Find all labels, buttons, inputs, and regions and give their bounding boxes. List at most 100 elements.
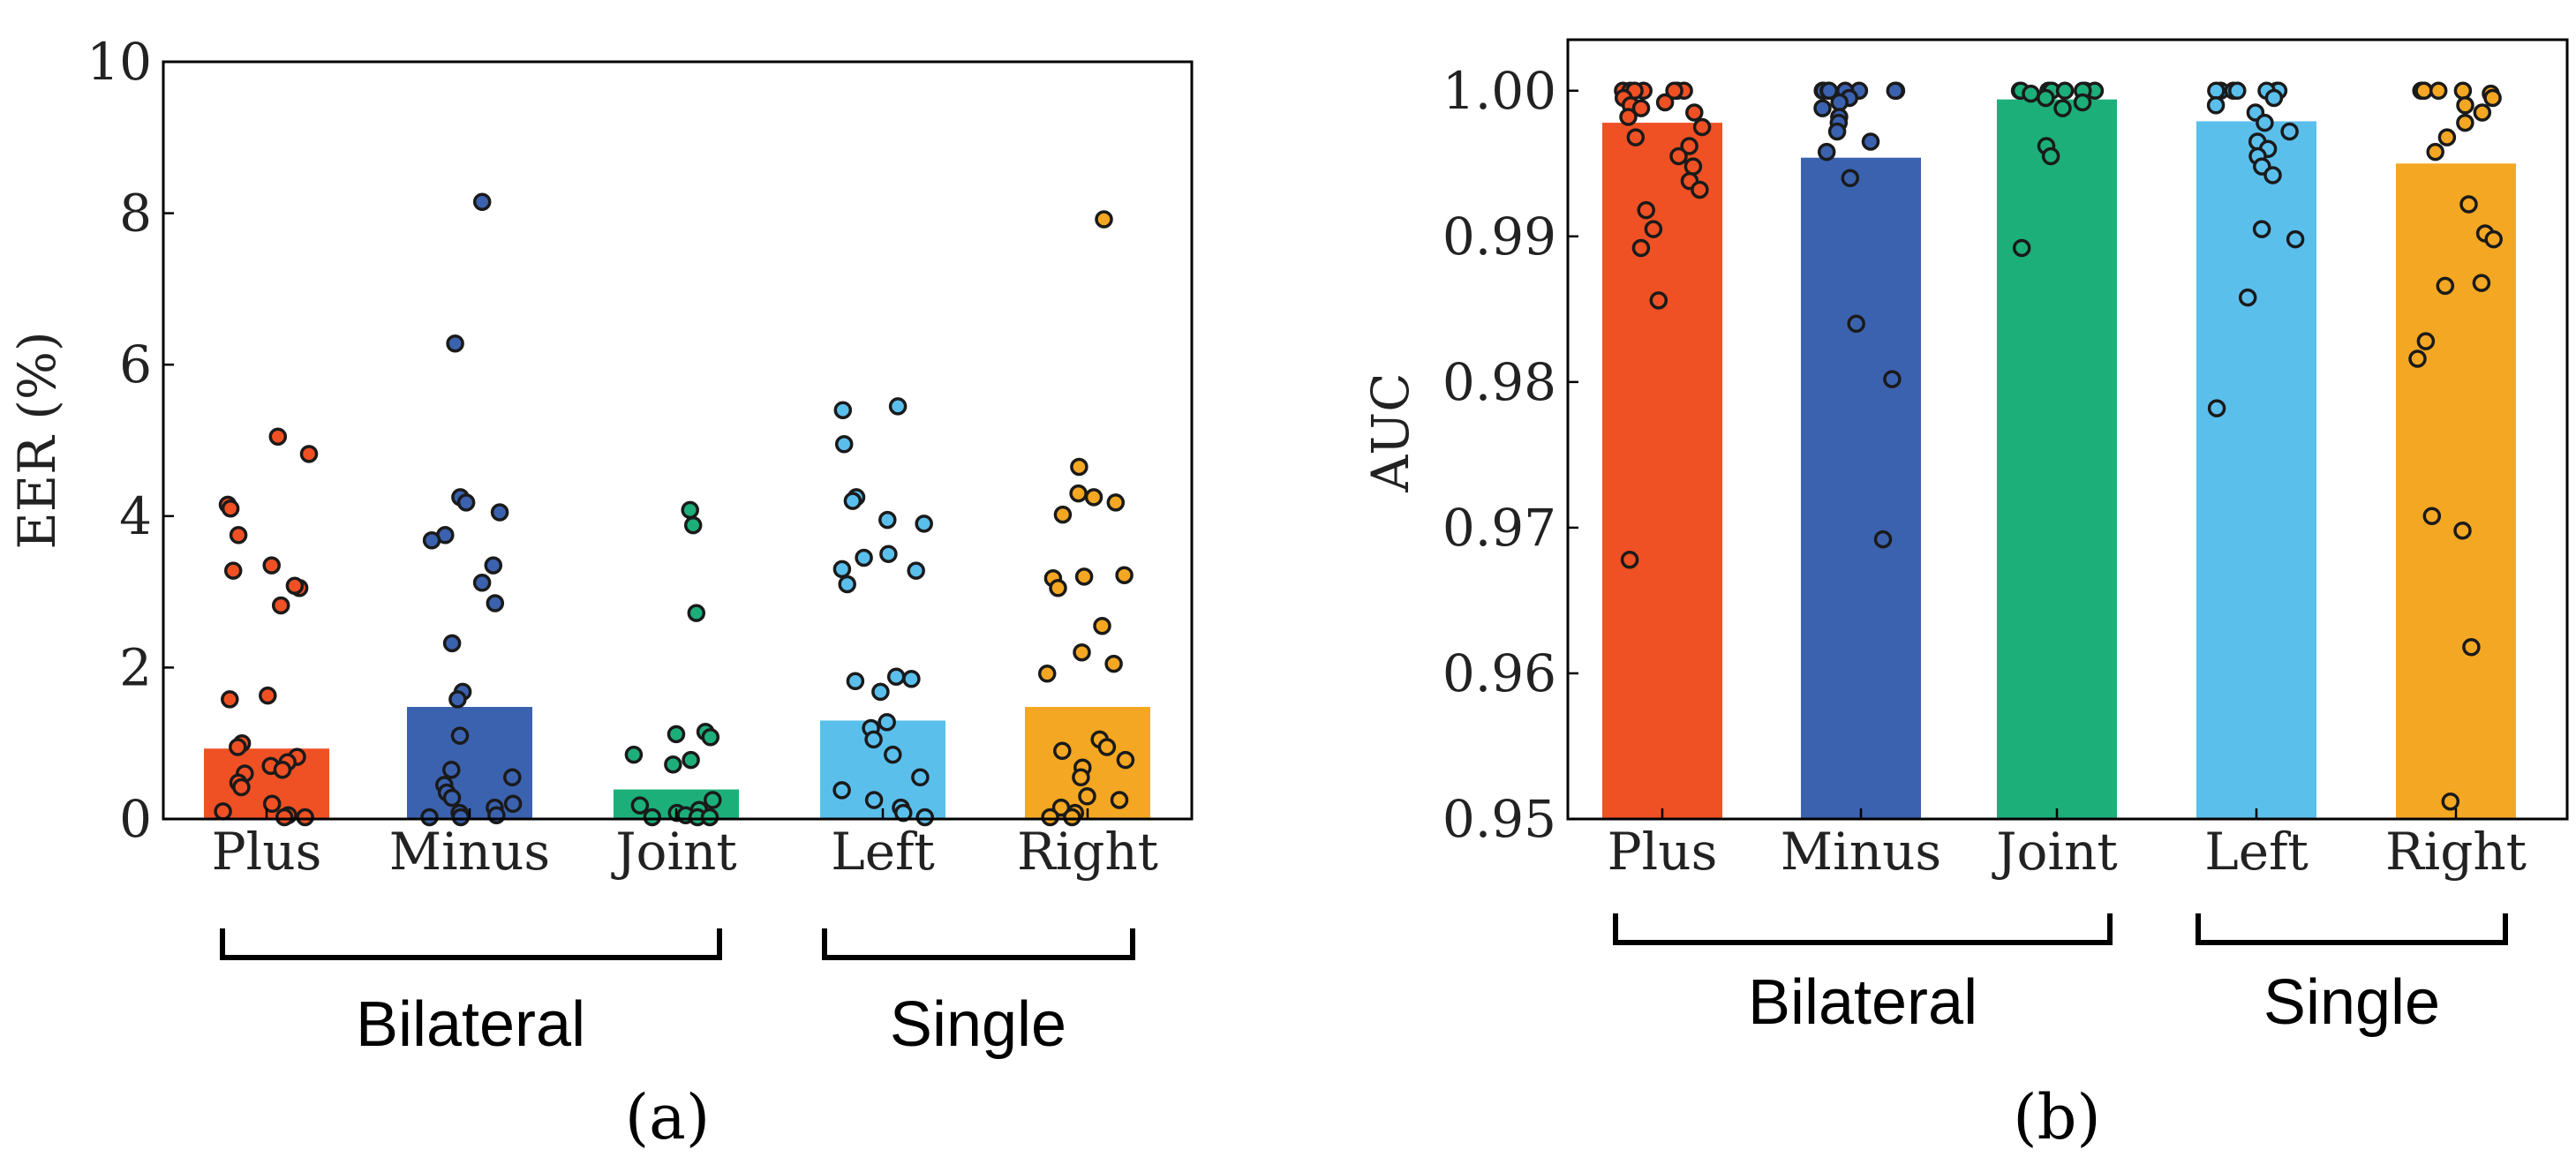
point-right	[2422, 507, 2442, 525]
point-plus	[1620, 550, 1639, 569]
panel-b-ytick-label: 0.95	[1442, 789, 1556, 849]
point-plus	[1692, 117, 1712, 137]
panel-b-y-ticks	[1568, 89, 2458, 821]
point-right	[1073, 642, 1091, 662]
point-right	[2462, 637, 2481, 657]
point-right	[2437, 128, 2457, 146]
point-right	[1095, 210, 1113, 229]
point-minus	[486, 594, 505, 612]
point-minus	[446, 334, 464, 353]
point-left	[2286, 229, 2305, 249]
point-minus	[442, 788, 462, 808]
point-left	[878, 510, 897, 530]
point-joint	[624, 745, 644, 764]
point-plus	[1680, 137, 1699, 155]
point-plus	[271, 596, 290, 615]
point-plus	[1655, 93, 1675, 112]
point-right	[2472, 274, 2491, 292]
point-right	[1041, 808, 1059, 827]
point-right	[2453, 81, 2473, 101]
panel-a-category-label-plus: Plus	[212, 822, 322, 882]
point-minus	[487, 806, 506, 824]
point-right	[1116, 750, 1135, 770]
point-right	[2436, 276, 2455, 296]
point-minus	[420, 808, 439, 827]
point-plus	[229, 738, 247, 756]
point-joint	[2037, 88, 2055, 108]
point-plus	[299, 445, 319, 463]
point-plus	[1644, 220, 1663, 238]
point-joint	[664, 755, 682, 774]
panel-a-category-label-left: Left	[831, 822, 935, 882]
point-plus	[296, 808, 314, 827]
bar-plus	[1602, 123, 1722, 819]
point-joint	[2073, 93, 2092, 112]
point-left	[834, 435, 854, 454]
point-minus	[1817, 142, 1836, 162]
point-joint	[630, 796, 650, 815]
point-right	[2416, 332, 2436, 350]
point-left	[886, 667, 906, 686]
panel-a-y-axis-label: EER (%)	[7, 331, 67, 549]
point-plus	[1669, 146, 1688, 166]
point-joint	[2012, 238, 2031, 258]
point-left	[871, 682, 890, 702]
point-minus	[1827, 122, 1847, 141]
point-minus	[1886, 81, 1905, 101]
point-minus	[1861, 132, 1880, 151]
panel-a-ytick-label: 6	[119, 334, 152, 394]
point-minus	[450, 726, 470, 745]
point-right	[1078, 787, 1096, 806]
point-plus	[259, 686, 277, 705]
point-right	[1115, 566, 1134, 584]
point-right	[1093, 616, 1111, 635]
point-minus	[472, 192, 492, 211]
point-minus	[422, 531, 441, 550]
panel-b-plot-frame	[1566, 38, 2569, 821]
point-minus	[1847, 314, 1865, 334]
point-right	[2484, 229, 2503, 249]
point-joint	[687, 604, 706, 622]
panel-a-ytick-label: 0	[119, 789, 152, 849]
point-left	[2264, 88, 2284, 108]
point-left	[888, 397, 908, 416]
point-joint	[683, 515, 703, 535]
point-plus	[221, 690, 239, 709]
point-joint	[643, 808, 662, 827]
point-plus	[1626, 128, 1646, 146]
point-left	[2228, 81, 2247, 101]
panel-a-plot-frame	[162, 60, 1194, 821]
panel-b-caption: (b)	[2013, 1081, 2100, 1153]
point-plus	[1691, 180, 1709, 199]
point-plus	[229, 526, 248, 545]
panel-a-category-labels: Plus Minus Joint Left Right	[212, 822, 1158, 882]
panel-b-bars	[1602, 99, 2516, 820]
panel-a-eer-chart: 0 2 4 6 8 10 Plus Minus Joint Left Right…	[7, 32, 1194, 1153]
point-left	[902, 670, 921, 688]
point-plus	[262, 556, 281, 575]
point-minus	[448, 690, 467, 709]
point-joint	[2053, 99, 2072, 117]
point-plus	[1649, 291, 1668, 310]
point-right	[2408, 349, 2427, 368]
panel-b-category-label-joint: Joint	[1992, 822, 2117, 882]
point-left	[2207, 81, 2226, 101]
panel-b-category-label-minus: Minus	[1781, 822, 1941, 882]
point-right	[1053, 741, 1072, 761]
point-minus	[1883, 370, 1902, 388]
point-minus	[503, 768, 522, 787]
panel-a-caption: (a)	[625, 1081, 710, 1153]
point-right	[2473, 103, 2492, 122]
point-plus	[1637, 200, 1655, 220]
point-right	[1063, 808, 1081, 827]
point-right	[2456, 113, 2474, 132]
point-right	[2453, 521, 2472, 540]
point-right	[2456, 96, 2474, 115]
point-plus	[275, 808, 294, 827]
panel-a-group-label-bilateral: Bilateral	[356, 989, 585, 1060]
bar-left	[820, 720, 945, 819]
panel-b-group-label-bilateral: Bilateral	[1748, 967, 1977, 1038]
point-joint	[2041, 146, 2060, 166]
point-left	[832, 560, 852, 579]
